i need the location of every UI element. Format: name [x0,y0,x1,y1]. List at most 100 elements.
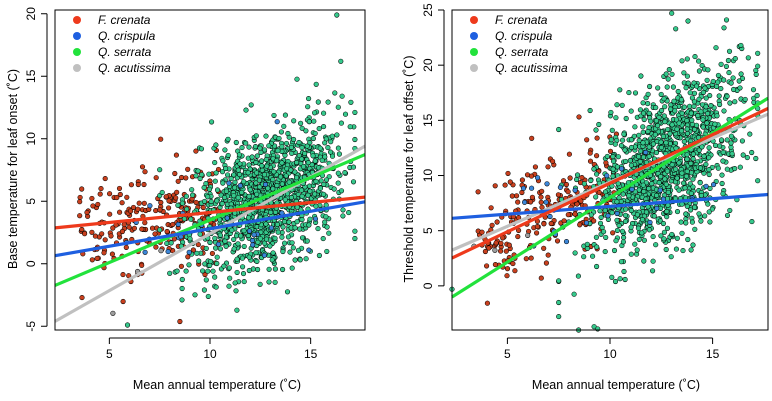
point-q-crispula [261,252,267,258]
point-q-serrata [635,225,641,231]
point-q-serrata [615,181,621,187]
point-q-serrata [755,50,761,56]
point-q-serrata [225,172,231,178]
point-f-crenata [509,193,515,199]
point-q-serrata [715,72,721,78]
legend-marker [73,48,81,56]
point-q-serrata [705,111,711,117]
regression-lines-panel-1 [54,144,366,323]
point-q-serrata [291,136,297,143]
point-f-crenata [515,234,521,240]
point-q-serrata [667,131,673,137]
point-f-crenata [510,261,516,267]
point-q-serrata [725,57,731,64]
point-q-serrata [299,217,305,223]
point-q-serrata [650,258,656,264]
regression-lines-panel-2 [451,96,769,299]
point-f-crenata [166,205,172,211]
point-q-serrata [639,230,645,236]
point-f-crenata [173,195,179,201]
point-q-serrata [340,207,346,213]
point-q-serrata [574,176,580,183]
point-q-serrata [581,181,587,187]
point-f-crenata [89,195,95,201]
point-f-crenata [107,211,113,217]
point-q-acutissima [110,310,116,316]
point-f-crenata [89,229,95,235]
point-q-serrata [614,199,620,205]
point-q-serrata [310,153,316,159]
point-q-serrata [653,150,660,156]
point-q-serrata [279,144,285,150]
point-q-serrata [556,126,562,133]
point-q-serrata [591,166,597,172]
legend-label: F. crenata [495,13,548,27]
point-q-serrata [599,224,605,231]
point-f-crenata [178,263,184,269]
point-q-serrata [614,227,620,233]
point-q-serrata [749,149,755,156]
point-f-crenata [587,158,594,164]
point-f-crenata [193,199,199,205]
point-q-serrata [684,130,691,137]
point-q-serrata [189,187,195,193]
point-q-serrata [255,266,261,273]
point-q-serrata [731,86,737,93]
point-f-crenata [563,181,569,188]
point-q-serrata [221,263,227,269]
point-q-serrata [681,104,687,110]
point-q-serrata [312,158,318,164]
point-q-serrata [335,104,341,110]
point-q-serrata [621,268,627,275]
point-q-serrata [223,243,229,249]
point-q-serrata [692,126,698,133]
point-q-serrata [312,191,318,197]
point-q-serrata [270,186,276,192]
point-f-crenata [591,218,597,224]
point-q-serrata [335,145,341,151]
point-q-serrata [696,96,702,102]
point-q-serrata [684,126,690,132]
point-f-crenata [179,174,185,181]
point-q-serrata [225,136,231,142]
regression-line-q-crispula [54,200,366,258]
point-f-crenata [504,273,510,279]
point-f-crenata [528,199,534,205]
regression-line-q-crispula [451,192,769,220]
point-q-serrata [272,279,278,285]
point-f-crenata [98,186,104,192]
point-q-serrata [246,193,252,199]
point-q-serrata [272,235,278,241]
point-q-serrata [168,240,174,246]
point-q-serrata [307,216,313,222]
point-q-serrata [727,207,733,213]
point-q-serrata [205,293,211,299]
y-axis-title-panel-1: Base temperature for leaf onset (˚C) [6,69,20,269]
point-q-serrata [712,121,718,127]
point-q-serrata [688,247,694,253]
point-q-serrata [683,220,689,226]
point-q-serrata [689,219,695,225]
point-q-serrata [724,93,730,99]
point-q-serrata [674,209,681,215]
point-q-serrata [636,154,642,160]
point-q-serrata [271,169,277,175]
point-f-crenata [484,263,490,269]
point-q-serrata [643,209,649,215]
point-f-crenata [498,240,504,246]
point-q-serrata [700,124,706,130]
point-f-crenata [554,238,561,244]
point-q-crispula [604,173,610,179]
point-q-serrata [282,152,288,158]
point-q-serrata [234,307,240,313]
point-q-serrata [259,163,265,169]
regression-line-q-serrata [451,96,769,299]
y-tick-label: 0 [24,260,38,267]
point-q-crispula [175,221,181,227]
point-q-serrata [237,161,243,167]
point-q-serrata [194,250,200,256]
point-q-crispula [274,119,280,125]
point-q-serrata [726,70,732,76]
point-q-serrata [676,187,682,193]
point-q-serrata [658,174,664,180]
